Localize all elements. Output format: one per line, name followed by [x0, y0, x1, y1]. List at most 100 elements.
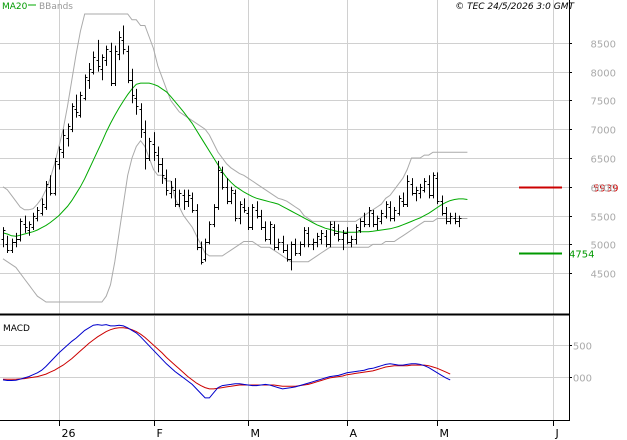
ohlc-bar: [319, 230, 324, 245]
ohlc-bar: [276, 238, 281, 251]
ohlc-bar: [354, 224, 359, 245]
ohlc-bar: [126, 45, 131, 84]
ohlc-bar: [96, 39, 101, 72]
ohlc-bar: [48, 175, 53, 196]
time-axis-label: M: [251, 427, 261, 440]
ohlc-bar: [272, 224, 277, 251]
ohlc-bar: [70, 103, 75, 133]
ohlc-bar: [195, 204, 200, 251]
ohlc-bar: [379, 209, 384, 225]
ohlc-bar: [410, 178, 415, 196]
macd-title: MACD: [3, 324, 30, 334]
ohlc-bar: [117, 31, 122, 61]
ohlc-bar: [53, 158, 58, 196]
ohlc-bar: [362, 212, 367, 228]
ohlc-bar: [27, 221, 32, 236]
ohlc-bar: [238, 201, 243, 225]
ohlc-bar: [229, 186, 234, 205]
ohlc-bar: [255, 201, 260, 219]
ohlc-bar: [1, 227, 6, 248]
key-levels: 5939 4754: [519, 184, 618, 261]
ohlc-bar: [306, 227, 311, 248]
ohlc-bar: [143, 120, 148, 170]
time-axis-label: J: [555, 427, 559, 440]
price-y-tick-label: 5000: [591, 241, 616, 252]
price-y-axis: 4500 5000 5500 6000 6500 7000 7500 8000 8500: [569, 40, 616, 281]
macd-y-axis: 000 500: [569, 342, 592, 385]
ohlc-bar: [341, 230, 346, 251]
ohlc-bar: [152, 132, 157, 161]
ohlc-bar: [10, 238, 15, 254]
ohlc-bar: [281, 235, 286, 254]
ohlc-bar: [444, 206, 449, 225]
ohlc-bar: [422, 178, 427, 193]
price-y-tick-label: 7500: [591, 97, 616, 108]
ohlc-bar: [457, 215, 462, 228]
ohlc-bar: [23, 215, 28, 233]
ohlc-bar: [384, 201, 389, 219]
ohlc-bar: [147, 137, 152, 161]
ohlc-bar: [173, 178, 178, 207]
ohlc-bar: [87, 62, 92, 89]
ohlc-bar: [358, 218, 363, 233]
ohlc-bar: [83, 74, 88, 101]
ohlc-bar: [259, 209, 264, 230]
legend-ma20: MA20: [2, 2, 28, 12]
macd-y-tick-label: 000: [573, 374, 592, 385]
ohlc-bar: [139, 103, 144, 138]
ohlc-bar: [448, 212, 453, 225]
ohlc-bar: [182, 189, 187, 210]
ohlc-bar: [130, 68, 135, 104]
ohlc-bar: [332, 221, 337, 236]
ohlc-bar: [74, 94, 79, 118]
ohlc-bar: [177, 189, 182, 207]
ohlc-bar: [405, 175, 410, 207]
ohlc-bar: [375, 215, 380, 230]
ohlc-bar: [186, 189, 191, 207]
ma20-path: [2, 82, 468, 237]
macd-y-tick-label: 500: [573, 342, 592, 353]
ohlc-bar: [242, 198, 247, 213]
ohlc-bar: [397, 195, 402, 216]
time-axis: 26 F M A M J: [59, 420, 559, 440]
ohlc-bar: [233, 189, 238, 222]
ohlc-bar: [216, 160, 221, 210]
ohlc-bar: [164, 169, 169, 196]
time-axis-label: F: [157, 427, 163, 440]
ohlc-bar: [91, 51, 96, 75]
ohlc-bar: [401, 192, 406, 207]
ohlc-bar: [61, 129, 66, 158]
ohlc-bar: [40, 198, 45, 216]
ohlc-bar: [388, 201, 393, 222]
ohlc-bar: [5, 235, 10, 254]
macd-signal-line: [3, 327, 451, 390]
ohlc-bar: [345, 227, 350, 245]
ohlc-bar: [453, 212, 458, 225]
price-y-tick-label: 6000: [591, 184, 616, 195]
ohlc-bar: [220, 166, 225, 190]
ohlc-bar: [169, 181, 174, 199]
ohlc-bar: [427, 175, 432, 199]
ohlc-bar: [35, 206, 40, 222]
ohlc-bar: [371, 209, 376, 228]
ohlc-bar: [14, 232, 19, 248]
macd-panel: MACD 000 500: [0, 316, 592, 420]
ohlc-bar: [109, 42, 114, 86]
ohlc-bar: [431, 172, 436, 199]
ohlc-bar: [100, 54, 105, 81]
ohlc-bar: [156, 146, 161, 173]
ohlc-bar: [250, 204, 255, 230]
ohlc-bar: [121, 25, 126, 55]
bollinger-bands: [2, 13, 468, 303]
macd-gridlines: [0, 316, 569, 420]
macd-line: [2, 324, 451, 399]
ma20-line: [2, 82, 468, 237]
ohlc-bar: [78, 91, 83, 118]
ohlc-bar: [160, 158, 165, 184]
ohlc-bar: [435, 172, 440, 205]
ohlc-bar: [289, 241, 294, 271]
ohlc-bar: [328, 221, 333, 248]
ohlc-bar: [199, 241, 204, 265]
time-axis-label: M: [440, 427, 450, 440]
